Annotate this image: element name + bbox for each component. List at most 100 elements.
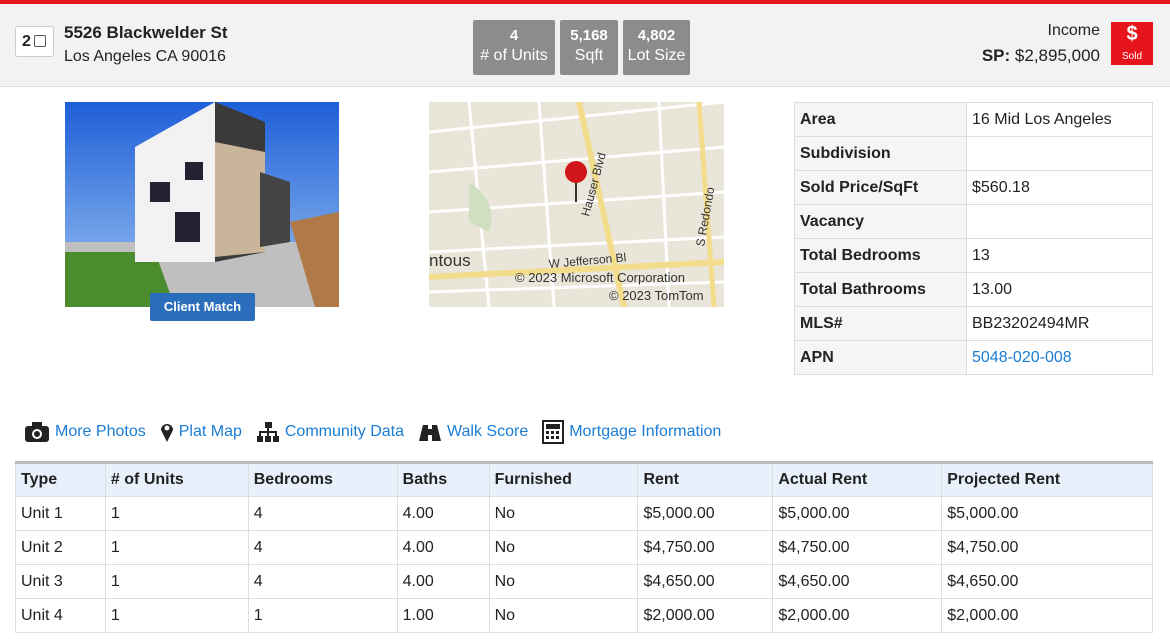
table-row: Unit 2 1 4 4.00 No $4,750.00 $4,750.00 $4,750.0… (15, 530, 1153, 565)
badge-text: Sold (1121, 51, 1142, 62)
column-header: Furnished (488, 462, 639, 497)
table-row: Unit 1 1 4 4.00 No $5,000.00 $5,000.00 $5,000.0… (15, 496, 1153, 531)
table-cell: $4,750.00 (941, 530, 1153, 565)
table-row: Unit 3 1 4 4.00 No $4,650.00 $4,650.00 $4,650.0… (15, 564, 1153, 599)
table-cell: Unit 1 (15, 496, 106, 531)
detail-row: Sold Price/SqFt $560.18 (794, 170, 1153, 205)
column-header: Projected Rent (941, 462, 1153, 497)
column-header: Type (15, 462, 106, 497)
detail-value (966, 204, 1153, 239)
badge-symbol: $ (1126, 23, 1138, 45)
link-text[interactable]: Plat Map (178, 423, 242, 440)
table-row: Unit 4 1 1 1.00 No $2,000.00 $2,000.00 $2,000.0… (15, 598, 1153, 633)
detail-row: Total Bedrooms 13 (794, 238, 1153, 273)
link-text[interactable]: Community Data (284, 423, 405, 440)
detail-label: MLS# (794, 306, 967, 341)
column-header: # of Units (104, 462, 249, 497)
map-label: W Jefferson Bl (548, 250, 627, 271)
table-cell: Unit 3 (15, 564, 106, 599)
category: Income (1047, 22, 1100, 39)
column-header: Actual Rent (772, 462, 943, 497)
listing-header: 2 5526 Blackwelder St Los Angeles CA 900… (0, 4, 1170, 87)
sp-value: $2,895,000 (1014, 46, 1100, 65)
table-cell: 1 (104, 564, 249, 599)
sold-price: SP: $2,895,000 (982, 46, 1100, 66)
link[interactable]: Mortgage Information (542, 420, 721, 444)
select-checkbox[interactable]: 2 (15, 26, 54, 57)
table-cell: 4.00 (396, 496, 490, 531)
detail-link[interactable]: 5048-020-008 (972, 348, 1072, 366)
table-cell: 1 (104, 530, 249, 565)
table-cell: 4.00 (396, 564, 490, 599)
detail-label: Subdivision (794, 136, 967, 171)
client-match-button[interactable]: Client Match (150, 293, 255, 321)
link-text[interactable]: More Photos (55, 423, 146, 440)
column-header: Baths (396, 462, 490, 497)
details-table: Area 16 Mid Los Angeles Subdivision Sold Pr… (794, 102, 1153, 375)
address: 5526 Blackwelder St (64, 23, 228, 42)
sold-badge: $ Sold (1111, 22, 1153, 65)
top-bar (0, 0, 1170, 4)
link[interactable]: More Photos (24, 421, 146, 443)
detail-value: $560.18 (966, 170, 1153, 205)
detail-label: Sold Price/SqFt (794, 170, 967, 205)
units-table: Type # of Units Bedrooms Baths Furnished Rent… (15, 461, 1153, 633)
table-cell: $2,000.00 (637, 598, 774, 633)
map-label: ntous (429, 251, 471, 270)
city: Los Angeles CA 90016 (64, 48, 226, 65)
table-cell: $4,750.00 (772, 530, 943, 565)
stat: 5,168 Sqft (560, 20, 618, 75)
map[interactable]: ntous W Jefferson Bl Hauser Blvd S Redon… (429, 102, 724, 307)
stat: 4,802 Lot Size (623, 20, 690, 75)
table-cell: 1.00 (396, 598, 490, 633)
stat-label: # of Units (480, 47, 548, 64)
detail-value: 13.00 (966, 272, 1153, 307)
table-cell: $4,650.00 (941, 564, 1153, 599)
table-cell: $5,000.00 (637, 496, 774, 531)
map-copyright: © 2023 TomTom (609, 288, 704, 303)
detail-row: Area 16 Mid Los Angeles (794, 102, 1153, 137)
table-cell: 4.00 (396, 530, 490, 565)
detail-row: Total Bathrooms 13.00 (794, 272, 1153, 307)
link-text[interactable]: Walk Score (447, 423, 529, 440)
detail-row: Subdivision (794, 136, 1153, 171)
table-cell: 4 (247, 564, 398, 599)
table-cell: $2,000.00 (941, 598, 1153, 633)
detail-label: Total Bathrooms (794, 272, 967, 307)
detail-label: APN (794, 340, 967, 375)
table-cell: 1 (104, 598, 249, 633)
table-cell: 1 (104, 496, 249, 531)
detail-row: MLS# BB23202494MR (794, 306, 1153, 341)
header-row: Type # of Units Bedrooms Baths Furnished Rent… (15, 462, 1153, 497)
table-cell: $4,650.00 (637, 564, 774, 599)
stat-value: 4 (509, 27, 519, 44)
table-cell: 4 (247, 496, 398, 531)
link[interactable]: Community Data (256, 421, 404, 443)
detail-value: BB23202494MR (966, 306, 1153, 341)
property-photo[interactable] (65, 102, 339, 307)
stat-label: Lot Size (627, 47, 686, 64)
sp-label: SP: (981, 46, 1011, 65)
stat: 4 # of Units (473, 20, 555, 75)
detail-label: Total Bedrooms (794, 238, 967, 273)
table-cell: $4,750.00 (637, 530, 774, 565)
stat-value: 5,168 (570, 27, 608, 44)
detail-value: 16 Mid Los Angeles (966, 102, 1153, 137)
link-text[interactable]: Mortgage Information (569, 423, 722, 440)
detail-label: Area (794, 102, 967, 137)
detail-label: Vacancy (794, 204, 967, 239)
table-cell: $2,000.00 (772, 598, 943, 633)
link[interactable]: Plat Map (160, 421, 242, 443)
table-cell: No (488, 564, 639, 599)
table-cell: 1 (247, 598, 398, 633)
stat-label: Sqft (574, 47, 604, 64)
column-header: Rent (637, 462, 774, 497)
table-cell: Unit 2 (15, 530, 106, 565)
link[interactable]: Walk Score (418, 421, 528, 443)
stat-value: 4,802 (637, 27, 676, 44)
map-copyright: © 2023 Microsoft Corporation (515, 270, 685, 285)
column-header: Bedrooms (247, 462, 398, 497)
table-cell: $5,000.00 (772, 496, 943, 531)
table-cell: No (488, 496, 639, 531)
table-cell: $4,650.00 (772, 564, 943, 599)
